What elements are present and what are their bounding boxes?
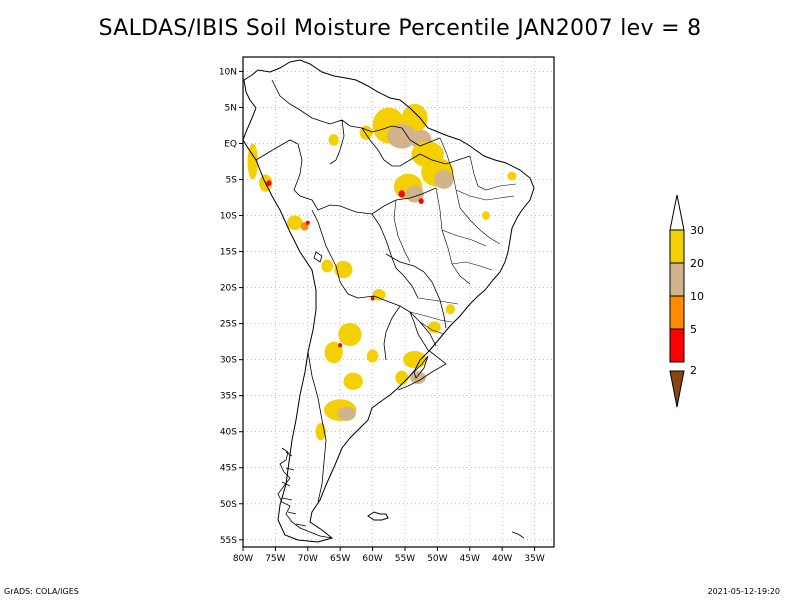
lon-tick-label: 60W	[362, 554, 382, 564]
percentile-shading	[247, 103, 517, 441]
shaded-cell-20_30	[366, 349, 379, 363]
legend-label-2: 2	[690, 364, 697, 377]
lat-tick-label: 40S	[220, 428, 237, 438]
shaded-cell-20_30	[338, 322, 362, 346]
colorbar-legend: 30 20 10 5 2	[669, 194, 704, 408]
shaded-cell-2_5	[398, 190, 405, 198]
shaded-cell-20_30	[247, 143, 258, 180]
shaded-cell-10_20	[386, 124, 417, 149]
lake-titicaca	[313, 251, 323, 263]
lon-tick-label: 45W	[460, 554, 480, 564]
shaded-cell-20_30	[427, 321, 441, 333]
shaded-cell-10_20	[410, 371, 426, 385]
shaded-cell-2_5	[370, 296, 375, 301]
shaded-cell-20_30	[403, 351, 427, 369]
legend-box-20-30	[669, 229, 685, 264]
lat-tick-label: 5N	[225, 103, 237, 113]
legend-box-2-5	[669, 328, 685, 363]
shaded-cell-10_20	[337, 406, 356, 421]
shaded-cell-20_30	[343, 372, 363, 390]
lagoa-dos-patos	[413, 355, 429, 379]
lon-tick-label: 55W	[395, 554, 415, 564]
shaded-cell-2_5	[418, 198, 424, 204]
lon-tick-label: 40W	[492, 554, 512, 564]
shaded-cell-20_30	[321, 259, 334, 273]
lat-tick-label: 35S	[220, 392, 237, 402]
shaded-cell-20_30	[372, 289, 386, 301]
map-title: SALDAS/IBIS Soil Moisture Percentile JAN…	[98, 16, 702, 41]
shaded-cell-20_30	[395, 370, 409, 385]
shaded-cell-2_5	[266, 180, 272, 186]
lat-tick-label: 15S	[220, 248, 237, 258]
legend-box-5-10	[669, 295, 685, 330]
lon-tick-label: 35W	[524, 554, 544, 564]
lat-tick-label: EQ	[224, 139, 237, 149]
footer-credit: GrADS: COLA/IGES	[4, 587, 79, 596]
coastlines	[242, 59, 535, 543]
plot-frame	[242, 56, 555, 548]
legend-box-10-20	[669, 262, 685, 297]
lat-tick-label: 45S	[220, 464, 237, 474]
lat-tick-label: 20S	[220, 284, 237, 294]
country-borders	[255, 79, 471, 503]
lat-tick-label: 10N	[219, 67, 237, 77]
falkland-islands	[367, 511, 389, 521]
south-america-coastline	[242, 59, 535, 543]
chile-islands	[277, 447, 333, 539]
lat-tick-label: 30S	[220, 356, 237, 366]
south-georgia	[511, 531, 525, 539]
shaded-cell-2_5	[338, 343, 343, 348]
lat-tick-label: 5S	[226, 176, 238, 186]
shaded-cell-20_30	[287, 215, 303, 230]
lon-tick-label: 50W	[427, 554, 447, 564]
shaded-cell-20_30	[482, 211, 490, 220]
legend-triangle-bottom	[669, 370, 685, 408]
shaded-cell-20_30	[328, 134, 339, 146]
legend-label-30: 30	[690, 224, 704, 237]
shaded-cell-2_5	[305, 220, 310, 225]
legend-label-5: 5	[690, 323, 697, 336]
shaded-cell-20_30	[334, 260, 353, 279]
lat-tick-label: 25S	[220, 320, 237, 330]
legend-label-10: 10	[690, 290, 704, 303]
shaded-cell-20_30	[324, 341, 343, 364]
lon-tick-label: 65W	[330, 554, 350, 564]
brazil-state-borders	[393, 137, 517, 335]
latitude-ticks: 10N 5N EQ 5S 10S 15S 20S 25S 30S 35S 40S 45S 50S 55S	[219, 67, 243, 546]
shaded-cell-10_20	[434, 170, 454, 189]
legend-label-20: 20	[690, 257, 704, 270]
lat-tick-label: 10S	[220, 212, 237, 222]
lon-tick-label: 80W	[233, 554, 253, 564]
shaded-cell-20_30	[445, 304, 455, 315]
footer-timestamp: 2021-05-12-19:20	[707, 587, 780, 596]
lat-tick-label: 50S	[220, 500, 237, 510]
longitude-ticks: 80W 75W 70W 65W 60W 55W 50W 45W 40W 35W	[233, 547, 545, 564]
shaded-cell-20_30	[507, 171, 517, 181]
legend-triangle-top	[669, 194, 685, 231]
lat-tick-label: 55S	[220, 536, 237, 546]
lon-tick-label: 75W	[265, 554, 285, 564]
lon-tick-label: 70W	[298, 554, 318, 564]
